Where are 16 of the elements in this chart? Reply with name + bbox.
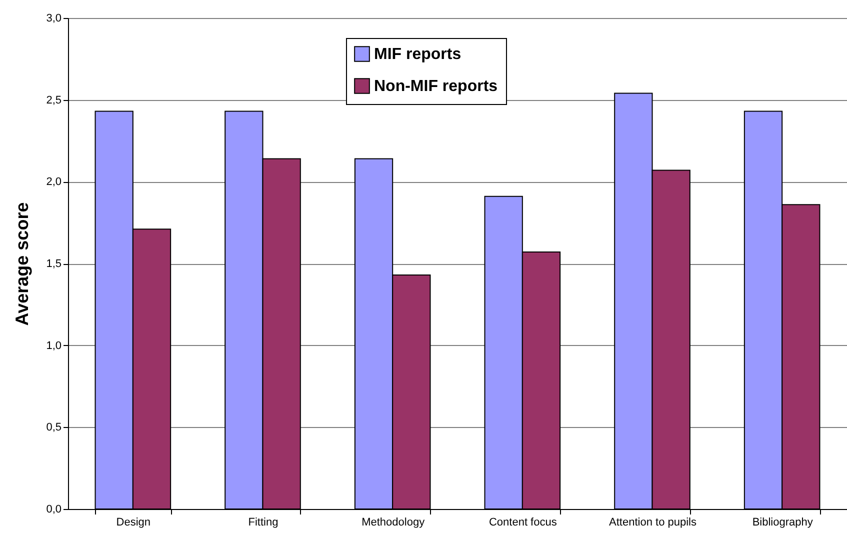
y-tick-label: 2,0 [46, 176, 62, 188]
x-tick-label: Methodology [362, 516, 426, 528]
legend-label: MIF reports [374, 46, 462, 63]
y-tick-label: 0,5 [46, 422, 62, 434]
y-tick-label: 2,5 [46, 94, 62, 106]
x-tick-label: Bibliography [752, 516, 814, 528]
x-tick-label: Design [116, 516, 151, 528]
y-tick-label: 1,0 [46, 340, 62, 352]
y-axis-title: Average score [12, 202, 32, 326]
y-tick-label: 0,0 [46, 504, 62, 516]
legend-label: Non-MIF reports [374, 78, 498, 95]
x-tick-label: Attention to pupils [609, 516, 697, 528]
y-tick-label: 3,0 [46, 12, 62, 24]
x-tick-label: Fitting [248, 516, 278, 528]
y-tick-label: 1,5 [46, 258, 62, 270]
x-tick-label: Content focus [488, 516, 558, 528]
